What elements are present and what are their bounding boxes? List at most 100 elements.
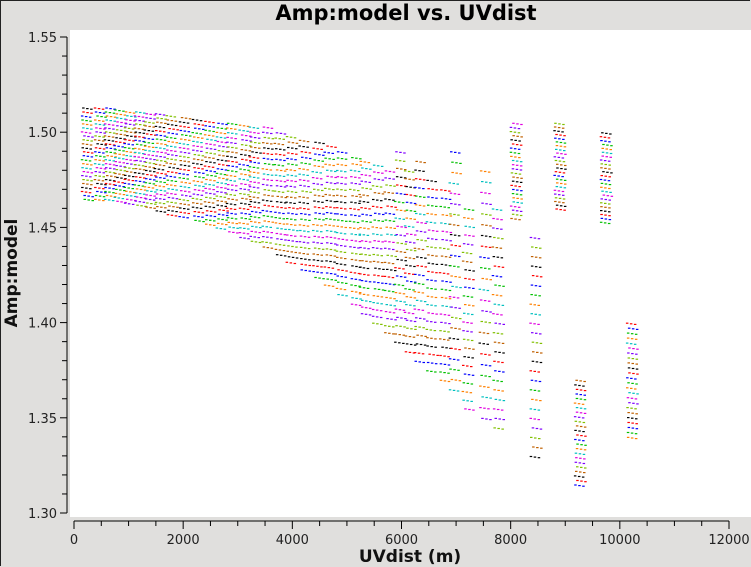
data-point <box>250 210 254 213</box>
data-point <box>205 147 209 149</box>
data-point <box>360 313 364 315</box>
data-point <box>502 371 505 373</box>
data-point <box>584 444 587 446</box>
data-point <box>261 225 264 227</box>
data-point <box>88 132 92 134</box>
data-point <box>193 167 196 169</box>
data-point <box>270 143 273 145</box>
data-point <box>290 191 294 193</box>
data-point <box>213 148 217 150</box>
data-point <box>413 305 416 307</box>
data-point <box>262 230 265 232</box>
data-point <box>581 417 585 419</box>
data-point <box>253 236 256 238</box>
data-point <box>323 284 327 286</box>
data-point <box>82 182 85 185</box>
data-point <box>300 213 303 215</box>
data-point <box>102 124 106 126</box>
data-point <box>113 196 117 198</box>
data-point <box>440 189 443 191</box>
data-point <box>401 284 405 287</box>
data-point <box>182 199 186 201</box>
data-point <box>191 197 195 199</box>
data-point <box>267 147 270 150</box>
data-point <box>262 126 266 128</box>
data-point <box>328 194 331 196</box>
data-point <box>344 258 347 260</box>
data-point <box>468 348 471 350</box>
data-point <box>232 231 235 233</box>
data-point <box>344 195 347 198</box>
data-point <box>516 189 519 191</box>
data-point <box>333 183 337 185</box>
data-point <box>195 119 199 121</box>
data-point <box>610 195 614 197</box>
data-point <box>286 250 289 252</box>
data-point <box>472 226 475 229</box>
data-point <box>205 210 209 212</box>
data-point <box>496 380 499 382</box>
data-point <box>290 224 293 226</box>
data-point <box>413 247 417 249</box>
data-point <box>443 338 446 341</box>
data-point <box>439 379 443 381</box>
data-point <box>133 164 137 166</box>
data-point <box>101 140 105 142</box>
data-point <box>423 162 426 164</box>
data-point <box>134 180 138 182</box>
data-point <box>626 436 630 438</box>
data-point <box>243 188 246 190</box>
data-point <box>326 169 329 171</box>
data-point <box>518 186 521 188</box>
data-point <box>221 123 224 125</box>
data-point <box>444 289 448 291</box>
data-point <box>509 151 513 153</box>
data-point <box>430 337 433 339</box>
data-point <box>201 168 204 170</box>
data-point <box>376 199 379 201</box>
data-point <box>332 225 335 227</box>
data-point <box>435 272 438 274</box>
data-point <box>178 198 182 200</box>
data-point <box>178 121 182 123</box>
data-point <box>379 207 383 209</box>
data-point <box>399 300 402 302</box>
data-point <box>449 240 452 242</box>
data-point <box>555 148 558 150</box>
data-point <box>498 285 501 287</box>
data-point <box>358 233 362 235</box>
data-point <box>398 309 402 311</box>
data-point <box>330 146 333 148</box>
data-point <box>104 127 107 129</box>
data-point <box>336 244 339 246</box>
data-point <box>82 139 85 141</box>
data-point <box>582 431 585 433</box>
data-point <box>147 186 151 188</box>
data-point <box>555 204 559 206</box>
data-point <box>441 280 444 282</box>
data-point <box>625 342 629 344</box>
data-point <box>244 154 247 156</box>
data-point <box>266 247 270 249</box>
data-point <box>292 207 295 209</box>
data-point <box>379 186 383 188</box>
data-point <box>278 175 282 177</box>
data-point <box>224 201 227 203</box>
data-point <box>174 185 177 187</box>
data-point <box>398 267 401 269</box>
data-point <box>448 190 451 192</box>
data-point <box>248 184 251 186</box>
data-point <box>168 166 171 168</box>
data-point <box>208 188 211 190</box>
data-point <box>556 163 559 165</box>
data-point <box>119 189 122 191</box>
data-point <box>189 195 192 197</box>
data-point <box>579 389 583 391</box>
data-point <box>151 138 155 140</box>
data-point <box>112 184 116 186</box>
data-point <box>96 143 99 145</box>
data-point <box>333 231 337 233</box>
data-point <box>345 270 348 272</box>
data-point <box>577 416 581 418</box>
data-point <box>235 161 238 163</box>
